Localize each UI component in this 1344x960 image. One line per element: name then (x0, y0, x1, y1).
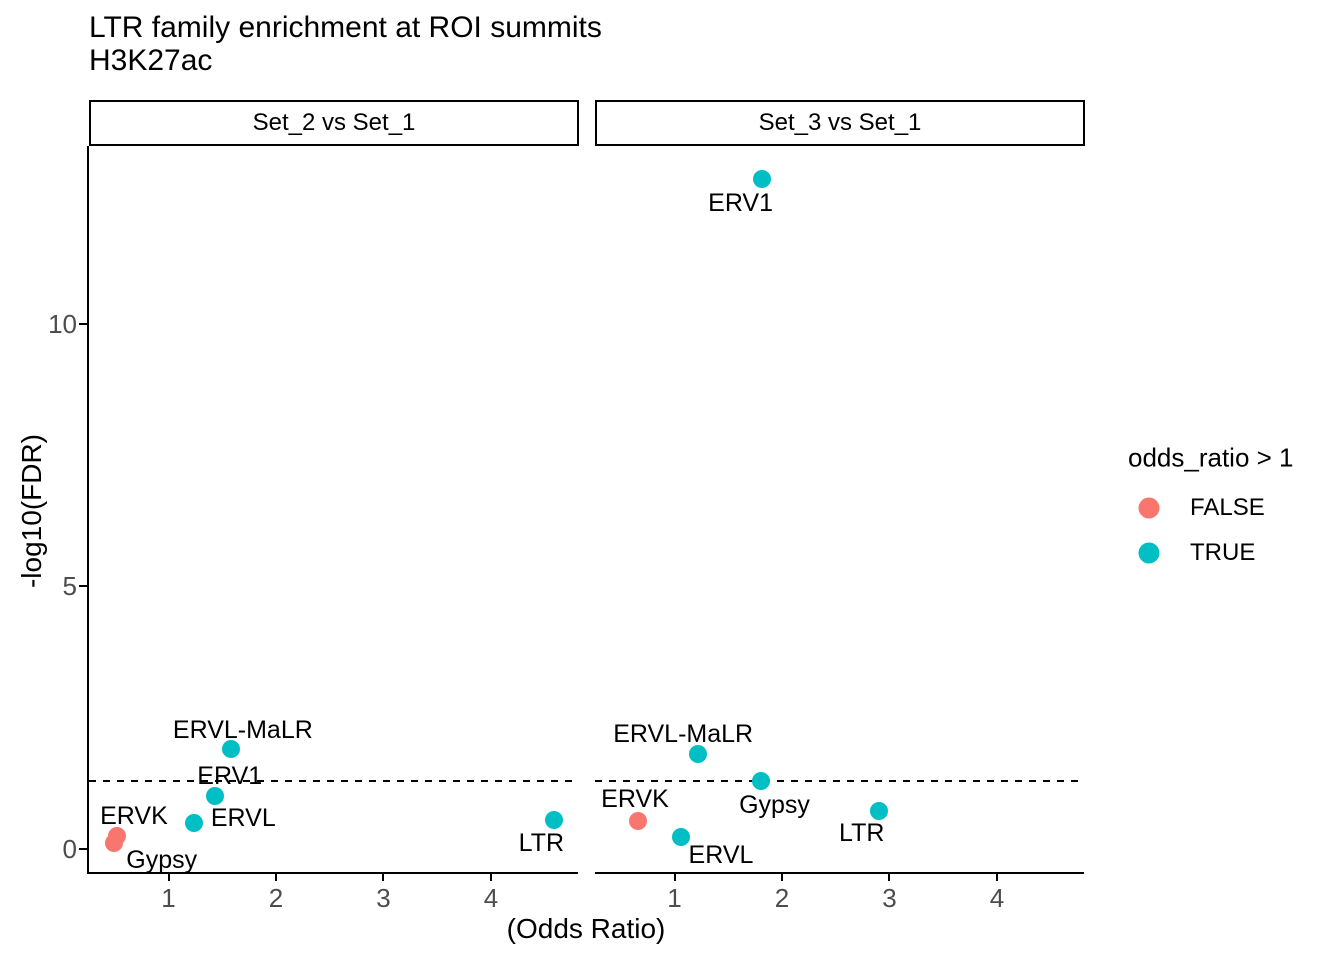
x-tick-label: 2 (774, 883, 790, 913)
point-label-gypsy: Gypsy (126, 845, 198, 874)
x-tick-mark (382, 874, 385, 881)
y-axis-title: -log10(FDR) (16, 433, 47, 589)
facet-panel-set2-vs-set1: ERVK Gypsy ERVL ERV1 ERVL-MaLR LTR (89, 146, 578, 874)
data-point-ltr (545, 810, 564, 829)
x-tick-mark (888, 874, 891, 881)
data-point-gypsy (104, 833, 123, 852)
significance-threshold-line (89, 779, 578, 782)
y-tick-label: 5 (62, 571, 77, 602)
data-point-ervl-malr (689, 744, 708, 763)
legend-label-false: FALSE (1190, 494, 1265, 521)
point-label-gypsy: Gypsy (739, 790, 810, 819)
x-tick-mark (167, 874, 170, 881)
point-label-ervk: ERVK (601, 785, 669, 814)
x-tick-label: 4 (989, 883, 1005, 913)
y-tick-mark (79, 585, 87, 588)
data-point-gypsy (751, 771, 770, 790)
y-axis-line (87, 146, 89, 874)
facet-strip-set2-vs-set1: Set_2 vs Set_1 (89, 100, 579, 146)
x-tick-label: 1 (161, 883, 176, 913)
x-tick-label: 4 (483, 883, 499, 913)
point-label-ltr: LTR (518, 828, 565, 857)
data-point-ervl-malr (221, 740, 240, 759)
x-tick-label: 3 (376, 883, 391, 913)
x-tick-mark (489, 874, 492, 881)
y-tick-label: 10 (48, 308, 77, 339)
x-tick-mark (781, 874, 783, 881)
plot-subtitle: H3K27ac (89, 44, 213, 77)
data-point-erv1 (205, 787, 224, 806)
x-axis-line-facet2 (595, 872, 1084, 874)
legend-swatch-false (1138, 497, 1160, 519)
plot-title: LTR family enrichment at ROI summits (89, 11, 602, 44)
legend-label-true: TRUE (1190, 539, 1256, 566)
x-axis-line-facet1 (89, 872, 578, 874)
point-label-ervl-malr: ERVL-MaLR (172, 716, 313, 745)
data-point-ltr (869, 802, 888, 821)
y-tick-mark (79, 322, 87, 325)
point-label-ervk: ERVK (100, 801, 168, 830)
y-tick-label: 0 (62, 833, 77, 864)
facet-panel-set3-vs-set1: ERVK ERVL ERVL-MaLR Gypsy LTR ERV1 (595, 146, 1084, 872)
data-point-erv1 (752, 170, 771, 189)
significance-threshold-line (595, 779, 1084, 782)
x-axis-title: (Odds Ratio) (506, 913, 666, 944)
point-label-erv1: ERV1 (197, 762, 263, 791)
facet-strip-label: Set_3 vs Set_1 (758, 109, 922, 136)
legend-swatch-true (1138, 542, 1160, 564)
data-point-ervk (628, 812, 647, 831)
y-tick-mark (79, 847, 87, 850)
x-tick-label: 2 (268, 883, 284, 913)
facet-strip-set3-vs-set1: Set_3 vs Set_1 (595, 100, 1085, 146)
point-label-ervl: ERVL (688, 840, 754, 869)
point-label-erv1: ERV1 (708, 189, 774, 218)
point-label-ervl-malr: ERVL-MaLR (613, 719, 754, 748)
x-tick-mark (995, 874, 998, 881)
x-tick-mark (275, 874, 277, 881)
x-tick-label: 3 (882, 883, 897, 913)
x-tick-label: 1 (667, 883, 682, 913)
point-label-ltr: LTR (839, 819, 885, 848)
x-tick-mark (673, 874, 676, 881)
point-label-ervl: ERVL (210, 803, 276, 832)
legend-title: odds_ratio > 1 (1128, 442, 1294, 473)
facet-strip-label: Set_2 vs Set_1 (252, 109, 416, 136)
data-point-ervl (185, 813, 204, 832)
data-point-ervl (671, 827, 690, 846)
